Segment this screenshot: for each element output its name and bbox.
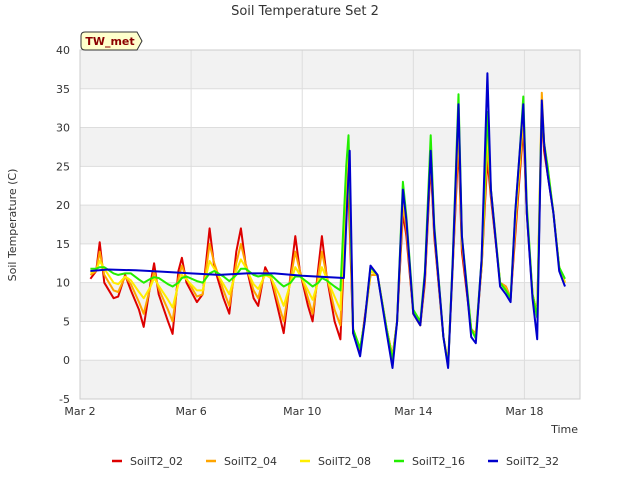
plot-band	[80, 127, 580, 167]
site-badge-box	[80, 31, 143, 51]
legend-item-soilt2_32[interactable]: SoilT2_32	[488, 455, 559, 468]
x-tick-label: Mar 10	[283, 405, 321, 418]
site-badge-label: TW_met	[85, 35, 134, 48]
legend-label: SoilT2_16	[412, 455, 465, 468]
series-lines	[89, 72, 566, 369]
plot-band	[80, 50, 580, 89]
y-axis-ticks: -5 0 5 10 15 20 25 30 35 40	[56, 44, 70, 406]
series-line-soilt2_32	[90, 72, 566, 369]
x-tick-label: Mar 18	[505, 405, 543, 418]
y-tick-label: 20	[56, 199, 70, 212]
y-tick-label: 0	[63, 354, 70, 367]
y-tick-label: -5	[59, 393, 70, 406]
y-tick-label: 25	[56, 160, 70, 173]
y-tick-label: 10	[56, 277, 70, 290]
y-tick-label: 40	[56, 44, 70, 57]
legend-item-soilt2_04[interactable]: SoilT2_04	[206, 455, 277, 468]
legend-label: SoilT2_02	[130, 455, 183, 468]
plot-band	[80, 205, 580, 244]
legend: SoilT2_02 SoilT2_04 SoilT2_08 SoilT2_16 Soil…	[112, 455, 559, 468]
plot-band	[80, 360, 580, 399]
x-tick-label: Mar 14	[394, 405, 432, 418]
y-tick-label: 30	[56, 122, 70, 135]
legend-item-soilt2_16[interactable]: SoilT2_16	[394, 455, 465, 468]
y-tick-label: 15	[56, 238, 70, 251]
legend-item-soilt2_02[interactable]: SoilT2_02	[112, 455, 183, 468]
x-tick-label: Mar 6	[175, 405, 206, 418]
plot-bands	[80, 50, 580, 399]
x-axis-label: Time	[550, 423, 578, 436]
plot-frame	[79, 49, 581, 400]
legend-label: SoilT2_32	[506, 455, 559, 468]
y-tick-label: 35	[56, 83, 70, 96]
legend-item-soilt2_08[interactable]: SoilT2_08	[300, 455, 371, 468]
y-axis-label: Soil Temperature (C)	[6, 169, 19, 282]
chart-title: Soil Temperature Set 2	[231, 4, 379, 19]
legend-label: SoilT2_08	[318, 455, 371, 468]
site-badge: TW_met	[80, 31, 143, 51]
x-tick-label: Mar 2	[64, 405, 95, 418]
legend-label: SoilT2_04	[224, 455, 277, 468]
y-tick-label: 5	[63, 315, 70, 328]
x-axis-ticks: Mar 2 Mar 6 Mar 10 Mar 14 Mar 18	[64, 405, 543, 418]
